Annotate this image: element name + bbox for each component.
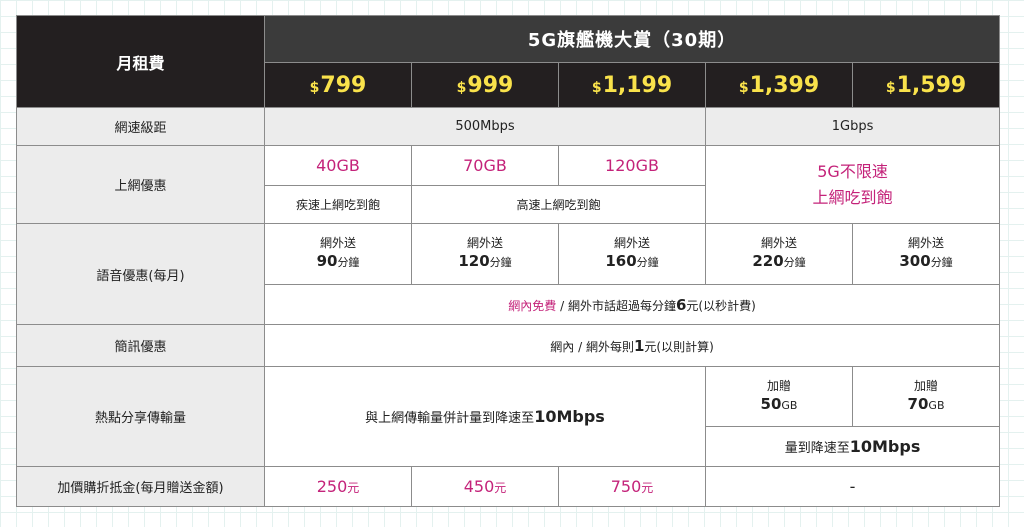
voice-minutes: 90 <box>316 252 338 270</box>
hotspot-gift-1399: 加贈 50GB <box>705 366 853 427</box>
voice-unit: 分鐘 <box>489 256 512 269</box>
gift-unit: GB <box>928 398 945 412</box>
row-label-data: 上網優惠 <box>16 145 265 224</box>
voice-note-text: / 網外市話超過每分鐘 <box>556 298 676 313</box>
row-label-speed: 網速級距 <box>16 107 265 146</box>
voice-unit: 分鐘 <box>636 256 659 269</box>
voice-unit: 分鐘 <box>783 256 806 269</box>
voice-minutes: 220 <box>752 252 784 270</box>
sms-text: 網內 / 網外每則 <box>550 339 634 354</box>
voice-minutes: 300 <box>899 252 931 270</box>
voice-cell-5: 網外送 300分鐘 <box>851 223 1001 285</box>
voice-offnet-label: 網外送 <box>908 236 945 250</box>
speed-tier-1gbps: 1Gbps <box>704 107 1001 146</box>
voice-cell-2: 網外送 120分鐘 <box>411 223 559 285</box>
credit-750: 750元 <box>558 466 706 507</box>
data-120gb: 120GB <box>558 145 706 186</box>
voice-cell-4: 網外送 220分鐘 <box>705 223 853 285</box>
plan-comparison-table: 月租費 5G旗艦機大賞（30期） $799 $999 $1,199 $1,399… <box>16 15 1001 507</box>
hotspot-speed: 10Mbps <box>534 407 605 426</box>
row-label-voice: 語音優惠(每月) <box>16 223 265 325</box>
data-unlimited: 5G不限速 上網吃到飽 <box>704 145 1001 224</box>
hotspot-gift-1599: 加贈 70GB <box>851 366 1001 427</box>
hotspot-limit-text: 量到降速至 <box>784 441 850 456</box>
voice-note: 網內免費 / 網外市話超過每分鐘6元(以秒計費) <box>263 284 1001 325</box>
data-sub-high: 高速上網吃到飽 <box>411 185 706 224</box>
voice-cell-1: 網外送 90分鐘 <box>264 223 412 285</box>
data-sub-fast: 疾速上網吃到飽 <box>264 185 412 224</box>
hotspot-text: 與上網傳輸量併計量到降速至 <box>365 411 535 426</box>
hotspot-limit: 量到降速至10Mbps <box>704 426 1001 467</box>
unlimited-line2: 上網吃到飽 <box>812 187 893 207</box>
unlimited-line1: 5G不限速 <box>817 161 888 181</box>
price-799: $799 <box>264 62 412 108</box>
data-70gb: 70GB <box>411 145 559 186</box>
plan-title: 5G旗艦機大賞（30期） <box>263 15 1001 63</box>
voice-cell-3: 網外送 160分鐘 <box>558 223 706 285</box>
voice-offnet-label: 網外送 <box>466 236 503 250</box>
price-1399: $1,399 <box>705 62 853 108</box>
voice-minutes: 120 <box>458 252 490 270</box>
sms-value: 網內 / 網外每則1元(以則計算) <box>263 324 1001 367</box>
gift-unit: GB <box>781 398 798 412</box>
row-label-credit: 加價購折抵金(每月贈送金額) <box>16 466 265 507</box>
gift-label: 加贈 <box>914 378 939 393</box>
price-999: $999 <box>411 62 559 108</box>
gift-label: 加贈 <box>766 378 791 393</box>
hotspot-shared: 與上網傳輸量併計量到降速至10Mbps <box>264 366 706 467</box>
voice-unit: 分鐘 <box>337 256 360 269</box>
gift-amount: 50 <box>760 394 782 413</box>
sms-text-post: 元(以則計算) <box>644 339 714 354</box>
credit-none: - <box>704 466 1001 507</box>
gift-amount: 70 <box>907 394 929 413</box>
speed-tier-500mbps: 500Mbps <box>264 107 706 146</box>
voice-offnet-label: 網外送 <box>319 236 356 250</box>
price-1599: $1,599 <box>851 62 1001 108</box>
data-40gb: 40GB <box>264 145 412 186</box>
row-label-sms: 簡訊優惠 <box>16 324 265 367</box>
row-label-hotspot: 熱點分享傳輸量 <box>16 366 265 467</box>
price-1199: $1,199 <box>558 62 706 108</box>
hotspot-limit-speed: 10Mbps <box>849 437 921 456</box>
voice-note-num: 6 <box>675 295 687 314</box>
sms-num: 1 <box>633 336 645 355</box>
voice-unit: 分鐘 <box>930 256 953 269</box>
credit-250: 250元 <box>264 466 412 507</box>
voice-offnet-label: 網外送 <box>613 236 650 250</box>
voice-note-free: 網內免費 <box>508 298 557 313</box>
voice-minutes: 160 <box>605 252 637 270</box>
credit-450: 450元 <box>411 466 559 507</box>
voice-offnet-label: 網外送 <box>760 236 797 250</box>
voice-note-rest: 元(以秒計費) <box>686 298 756 313</box>
monthly-fee-header: 月租費 <box>16 15 265 108</box>
